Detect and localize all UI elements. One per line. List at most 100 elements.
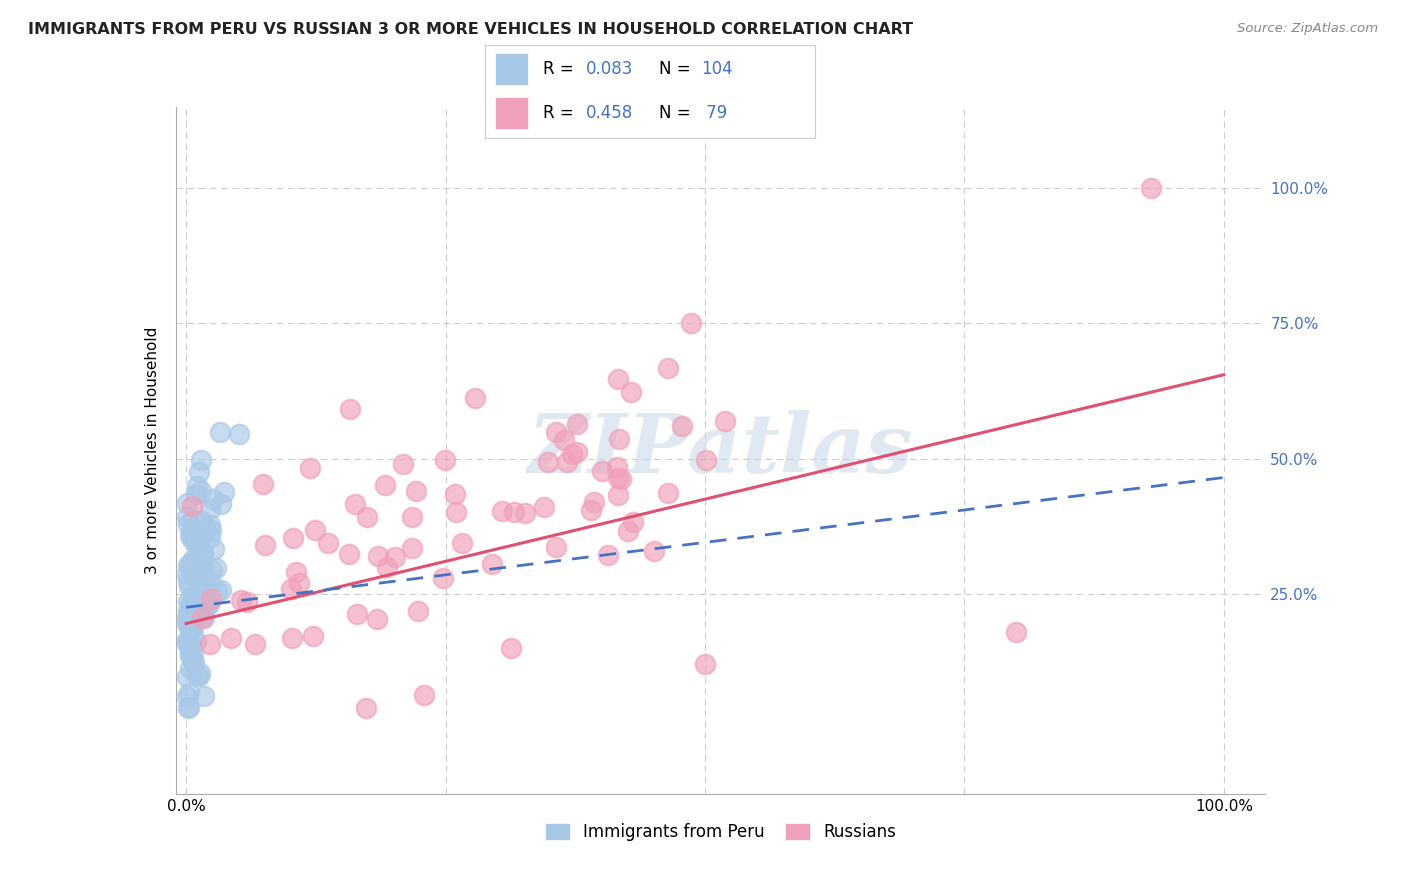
Point <box>177 579 200 593</box>
Point <box>412 688 434 702</box>
Point <box>620 385 643 400</box>
Point <box>186 533 208 547</box>
Point <box>252 477 274 491</box>
Point <box>187 601 209 615</box>
Point <box>339 401 361 416</box>
Point <box>555 455 578 469</box>
Point <box>188 600 211 615</box>
Point <box>193 562 215 576</box>
Point <box>188 665 211 680</box>
Point <box>304 523 326 537</box>
Point <box>681 317 703 331</box>
Point <box>188 608 211 623</box>
Point <box>186 536 208 550</box>
Point <box>177 632 200 647</box>
Point <box>180 640 202 655</box>
Point <box>180 639 202 653</box>
Point <box>481 557 503 571</box>
Point <box>205 583 228 598</box>
Point <box>186 634 208 648</box>
Point <box>190 452 212 467</box>
Point <box>610 472 633 486</box>
Point <box>544 425 567 439</box>
Text: 0.083: 0.083 <box>586 60 633 78</box>
Point <box>191 514 214 528</box>
Point <box>617 524 640 538</box>
Text: R =: R = <box>543 60 579 78</box>
Point <box>515 507 537 521</box>
Point <box>194 579 217 593</box>
Legend: Immigrants from Peru, Russians: Immigrants from Peru, Russians <box>538 816 903 847</box>
Point <box>432 571 454 585</box>
Point <box>183 596 205 610</box>
Point <box>179 661 201 675</box>
Point <box>280 582 302 596</box>
Point <box>298 460 321 475</box>
Point <box>190 582 212 596</box>
Point <box>184 533 207 547</box>
Point <box>695 452 717 467</box>
Point <box>184 588 207 602</box>
Point <box>316 536 339 550</box>
Point <box>181 525 204 540</box>
Point <box>643 544 665 558</box>
Point <box>176 635 198 649</box>
Point <box>606 460 628 475</box>
Point <box>180 531 202 545</box>
Point <box>176 690 198 704</box>
Point <box>191 610 214 624</box>
Point <box>186 549 208 564</box>
Point <box>606 488 628 502</box>
Point <box>176 594 198 608</box>
Point <box>177 558 200 573</box>
Point <box>281 532 304 546</box>
Point <box>561 447 583 461</box>
Point <box>1140 181 1163 195</box>
Point <box>181 625 204 640</box>
Point <box>181 587 204 601</box>
Point <box>384 549 406 564</box>
Point <box>366 612 388 626</box>
Point <box>582 494 605 508</box>
Point <box>181 594 204 608</box>
Point <box>186 668 208 682</box>
Point <box>177 574 200 588</box>
Point <box>179 648 201 662</box>
Point <box>177 621 200 635</box>
Point <box>205 561 228 575</box>
Point <box>197 599 219 614</box>
Point <box>657 486 679 500</box>
Text: Source: ZipAtlas.com: Source: ZipAtlas.com <box>1237 22 1378 36</box>
Point <box>228 427 250 442</box>
Point <box>464 391 486 405</box>
Point <box>176 615 198 630</box>
Point <box>177 686 200 700</box>
Point <box>401 509 423 524</box>
Point <box>190 565 212 579</box>
Point <box>606 471 628 485</box>
Point <box>179 558 201 573</box>
Point <box>491 504 513 518</box>
Point <box>209 497 232 511</box>
Point <box>179 607 201 622</box>
Point <box>405 483 427 498</box>
Point <box>176 633 198 648</box>
Point <box>177 517 200 532</box>
Point <box>177 616 200 631</box>
Point <box>188 466 211 480</box>
Point <box>200 575 222 590</box>
Point <box>198 518 221 533</box>
Point <box>714 414 737 428</box>
Point <box>202 491 225 506</box>
Point <box>607 432 630 446</box>
FancyBboxPatch shape <box>495 97 529 129</box>
Point <box>596 548 619 562</box>
Point <box>186 539 208 553</box>
Point <box>671 418 693 433</box>
Point <box>533 500 555 514</box>
Point <box>195 523 218 537</box>
Point <box>180 620 202 634</box>
Point <box>401 541 423 556</box>
Point <box>337 547 360 561</box>
Text: N =: N = <box>658 60 696 78</box>
